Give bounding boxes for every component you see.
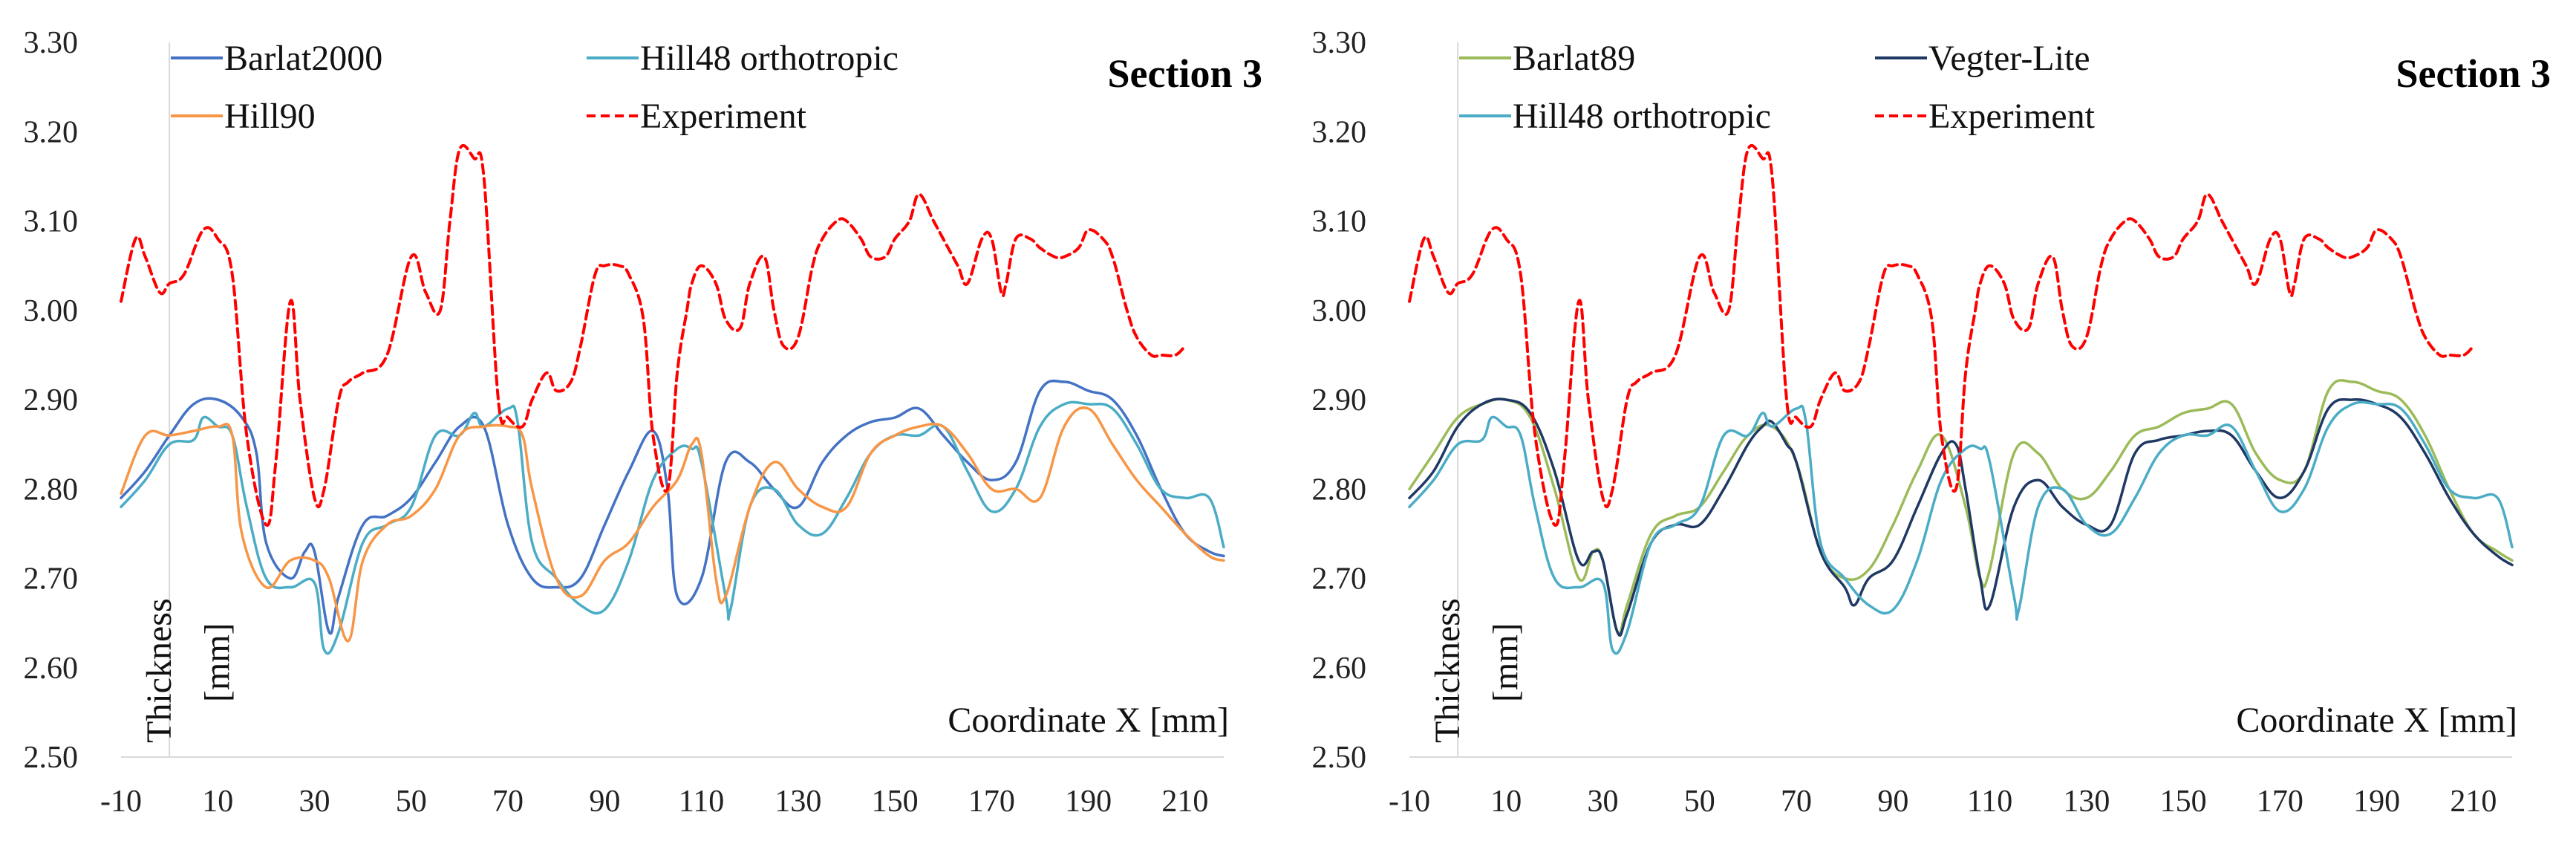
x-tick-label: 10 — [202, 785, 233, 819]
series-line-hill48-orthotropic — [1408, 400, 2514, 655]
legend-label: Barlat2000 — [224, 39, 382, 78]
x-tick-label: 110 — [679, 785, 724, 819]
x-tick-label: 30 — [1588, 785, 1619, 819]
legend-label: Hill90 — [224, 97, 316, 136]
legend-label: Hill48 orthotropic — [640, 39, 899, 78]
legend-label: Barlat89 — [1513, 39, 1635, 78]
y-tick-label: 3.20 — [24, 115, 79, 149]
series-line-experiment — [1408, 143, 2475, 527]
legend-label: Vegter-Lite — [1928, 39, 2090, 78]
y-tick-label: 3.30 — [1312, 26, 1367, 60]
series-line-vegter-lite — [1408, 397, 2514, 637]
x-axis-title: Coordinate X [mm] — [2236, 701, 2517, 740]
x-axis-title: Coordinate X [mm] — [948, 701, 1229, 740]
chart-left: 2.50 2.60 2.70 2.80 2.90 3.00 3.10 3.20 3.30 -10 1… — [24, 26, 1263, 819]
legend-label: Experiment — [1928, 97, 2096, 136]
legend-item: Hill48 orthotropic — [587, 39, 899, 78]
chart-panel-left: 2.50 2.60 2.70 2.80 2.90 3.00 3.10 3.20 3.30 -10 1… — [24, 26, 1263, 819]
x-tick-label: 50 — [396, 785, 427, 819]
y-tick-label: 2.90 — [24, 383, 79, 418]
y-tick-label: 3.20 — [1312, 115, 1367, 149]
chart-panel-right: 2.50 2.60 2.70 2.80 2.90 3.00 3.10 3.20 3.30 -10 1… — [1288, 0, 2576, 841]
series-line-hill90 — [120, 406, 1225, 643]
y-tick-label: 3.00 — [1312, 294, 1367, 328]
x-tick-label: 210 — [2450, 785, 2497, 819]
x-tick-label: 90 — [1877, 785, 1908, 819]
y-tick-label: 2.80 — [24, 473, 79, 507]
x-tick-label: -10 — [100, 785, 142, 819]
legend-item: Hill48 orthotropic — [1459, 97, 1771, 136]
y-axis-title: Thickness [mm] — [1428, 598, 1525, 743]
y-tick-label: 3.30 — [24, 26, 79, 60]
legend-item: Experiment — [587, 97, 807, 136]
y-tick-label: 2.60 — [1312, 652, 1367, 686]
x-tick-label: 70 — [1781, 785, 1812, 819]
y-tick-label: 2.60 — [24, 652, 79, 686]
x-tick-label: 130 — [775, 785, 821, 819]
x-tick-label: 110 — [1967, 785, 2012, 819]
legend-item: Experiment — [1875, 97, 2096, 136]
series-line-experiment — [120, 143, 1187, 527]
x-tick-label: 170 — [2257, 785, 2303, 819]
x-tick-label: -10 — [1389, 785, 1430, 819]
x-tick-label: 190 — [1065, 785, 1112, 819]
y-tick-label: 2.70 — [1312, 562, 1367, 597]
legend-item: Hill90 — [171, 97, 316, 136]
chart-title: Section 3 — [2396, 51, 2551, 96]
legend-item: Barlat2000 — [171, 39, 382, 78]
legend-item: Vegter-Lite — [1875, 39, 2090, 78]
legend-item: Barlat89 — [1459, 39, 1635, 78]
x-tick-label: 50 — [1684, 785, 1715, 819]
x-tick-label: 150 — [2160, 785, 2207, 819]
series-line-barlat2000 — [120, 379, 1225, 635]
y-tick-label: 3.10 — [24, 205, 79, 239]
chart-title: Section 3 — [1108, 51, 1263, 96]
x-tick-label: 170 — [968, 785, 1015, 819]
y-tick-label: 2.50 — [24, 741, 79, 775]
x-tick-label: 10 — [1490, 785, 1522, 819]
x-tick-label: 130 — [2063, 785, 2110, 819]
y-tick-label: 2.70 — [24, 562, 79, 597]
chart-right: 2.50 2.60 2.70 2.80 2.90 3.00 3.10 3.20 3.30 -10 1… — [1312, 26, 2551, 819]
y-tick-label: 3.00 — [24, 294, 79, 328]
x-tick-label: 30 — [299, 785, 330, 819]
x-tick-label: 90 — [589, 785, 620, 819]
y-tick-label: 2.50 — [1312, 741, 1367, 775]
series-line-barlat89 — [1408, 379, 2514, 635]
x-tick-label: 190 — [2353, 785, 2400, 819]
legend-label: Experiment — [640, 97, 807, 136]
x-tick-label: 70 — [492, 785, 524, 819]
y-tick-label: 2.80 — [1312, 473, 1367, 507]
legend-label: Hill48 orthotropic — [1513, 97, 1771, 136]
y-tick-label: 3.10 — [1312, 205, 1367, 239]
x-tick-label: 150 — [872, 785, 919, 819]
y-tick-label: 2.90 — [1312, 383, 1367, 418]
x-tick-label: 210 — [1161, 785, 1208, 819]
y-axis-title: Thickness [mm] — [140, 598, 237, 743]
